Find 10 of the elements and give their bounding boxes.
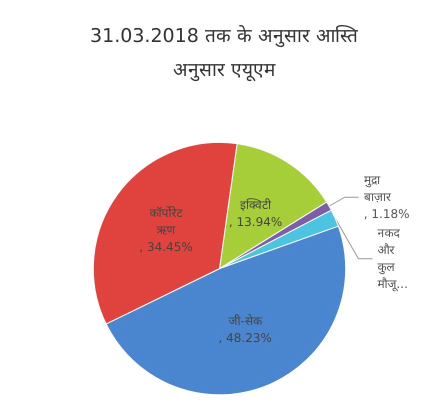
slice-label: जी-सेक bbox=[228, 314, 263, 328]
slice-label: कॉर्पोरेट ऋण bbox=[150, 206, 184, 237]
data-label: , 48.23% bbox=[218, 331, 272, 346]
slice-label: इक्विटी bbox=[240, 198, 272, 212]
data-label: , 13.94% bbox=[228, 214, 282, 229]
slice-label: मुद्रा बाज़ार bbox=[364, 173, 392, 204]
chart-title: 31.03.2018 तक के अनुसार आस्ति अनुसार एयूएम bbox=[90, 24, 359, 82]
data-label: , 34.45% bbox=[139, 240, 193, 254]
slice-label: नकद और कुल मौजू... bbox=[377, 226, 408, 292]
data-label: , 1.18% bbox=[364, 207, 410, 222]
